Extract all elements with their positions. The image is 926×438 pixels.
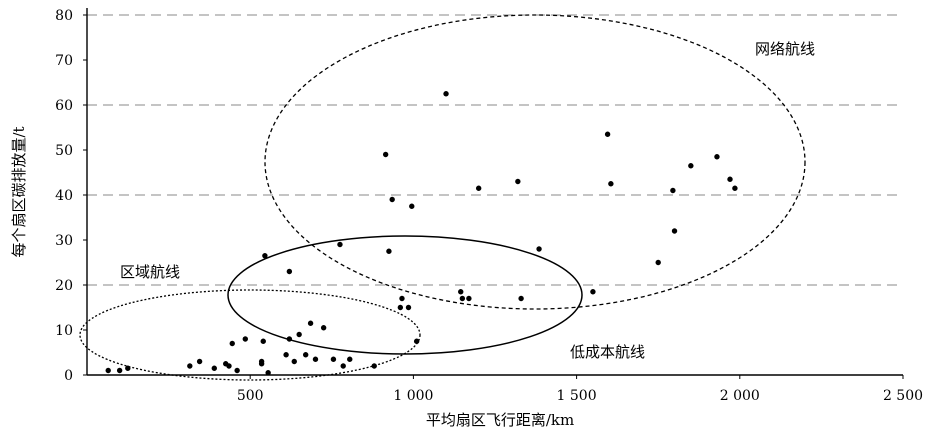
data-point — [320, 325, 327, 331]
data-point — [475, 185, 482, 191]
x-tick-label: 2 500 — [883, 388, 923, 404]
y-tick-label: 60 — [55, 98, 73, 114]
data-point — [608, 181, 614, 187]
grid-lines — [87, 14, 903, 286]
data-point — [105, 367, 111, 374]
y-axis-title: 每个扇区碳排放量/t — [10, 126, 28, 257]
data-point — [187, 363, 193, 369]
annotation-network-routes: 网络航线 — [755, 40, 815, 58]
data-point — [211, 365, 217, 371]
data-point — [283, 352, 289, 358]
data-point — [386, 248, 392, 254]
data-point — [536, 246, 542, 252]
y-ticks: 0 10 20 30 40 50 60 70 80 — [55, 8, 87, 384]
data-point — [688, 163, 694, 169]
x-ticks: 500 1 000 1 500 2 000 2 500 — [237, 375, 923, 404]
y-tick-label: 20 — [55, 278, 73, 294]
data-point — [671, 228, 678, 234]
data-points — [105, 91, 738, 376]
data-point — [296, 331, 302, 338]
data-point — [409, 203, 415, 209]
regional-routes-ellipse — [79, 289, 421, 381]
low-cost-routes-ellipse — [227, 235, 583, 355]
x-axis-title: 平均扇区飞行距离/km — [426, 411, 574, 429]
x-tick-label: 1 500 — [557, 388, 597, 404]
data-point — [116, 367, 123, 374]
data-point — [337, 241, 343, 248]
data-point — [655, 259, 661, 266]
y-tick-label: 80 — [55, 8, 73, 24]
data-point — [515, 178, 521, 185]
data-point — [291, 358, 297, 365]
data-point — [727, 176, 733, 182]
y-tick-label: 30 — [55, 233, 73, 249]
data-point — [330, 356, 337, 362]
x-tick-label: 2 000 — [720, 388, 760, 404]
annotation-regional-routes: 区域航线 — [120, 263, 180, 281]
data-point — [466, 295, 472, 302]
data-point — [302, 352, 309, 358]
x-tick-label: 1 000 — [393, 388, 433, 404]
data-point — [459, 295, 466, 302]
axes — [86, 8, 903, 376]
data-point — [242, 336, 249, 342]
data-point — [286, 268, 293, 275]
data-point — [196, 358, 203, 365]
data-point — [732, 185, 738, 191]
data-point — [397, 304, 404, 311]
data-point — [371, 363, 377, 369]
data-point — [226, 363, 232, 369]
data-point — [312, 356, 319, 362]
data-point — [670, 187, 676, 194]
data-point — [340, 363, 346, 369]
data-point — [307, 320, 314, 326]
data-point — [590, 289, 596, 295]
y-tick-label: 50 — [55, 143, 73, 159]
data-point — [405, 304, 412, 311]
x-tick-label: 500 — [237, 388, 264, 404]
y-tick-label: 70 — [55, 53, 73, 69]
data-point — [413, 338, 420, 344]
data-point — [347, 356, 353, 362]
data-point — [604, 131, 611, 137]
data-point — [458, 289, 464, 295]
annotation-low-cost-routes: 低成本航线 — [570, 343, 645, 361]
data-point — [125, 365, 131, 371]
data-point — [443, 91, 449, 97]
data-point — [399, 295, 405, 302]
data-point — [258, 358, 265, 365]
data-point — [262, 253, 268, 259]
data-point — [714, 154, 720, 160]
y-tick-label: 40 — [55, 188, 73, 204]
data-point — [518, 295, 524, 302]
data-point — [229, 340, 235, 347]
data-point — [382, 151, 389, 158]
y-tick-label: 10 — [55, 323, 73, 339]
y-tick-label: 0 — [64, 368, 73, 384]
data-point — [234, 367, 240, 374]
network-routes-ellipse — [264, 14, 806, 310]
data-point — [260, 338, 266, 344]
data-point — [286, 336, 293, 342]
data-point — [265, 370, 271, 376]
data-point — [389, 196, 395, 203]
cluster-ellipses — [79, 14, 806, 381]
